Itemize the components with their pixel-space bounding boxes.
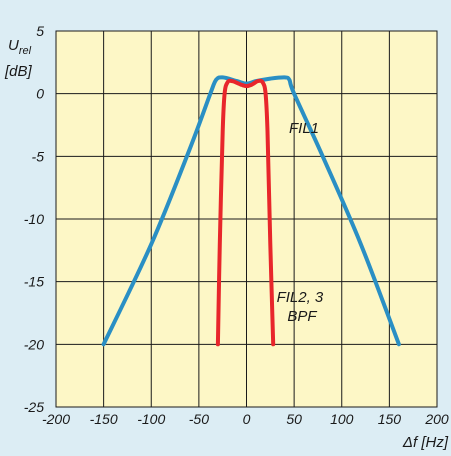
x-axis-label: Δf [Hz] xyxy=(402,434,449,451)
series-line-fil2-3-bpf xyxy=(215,78,276,347)
x-tick-label: 100 xyxy=(330,411,354,427)
x-tick-label: 200 xyxy=(424,411,449,427)
y-axis-unit: [dB] xyxy=(4,63,33,80)
series-line-fil1 xyxy=(101,75,401,347)
y-axis-label: Urel xyxy=(8,37,32,57)
y-tick-label: 0 xyxy=(36,86,44,102)
x-tick-label: 150 xyxy=(378,411,402,427)
grid xyxy=(55,30,438,408)
x-tick-label: -150 xyxy=(90,411,118,427)
y-tick-label: 5 xyxy=(36,23,44,39)
y-tick-label: -15 xyxy=(24,274,44,290)
y-tick-label: -20 xyxy=(24,336,44,352)
x-tick-label: 0 xyxy=(243,411,251,427)
y-tick-label: -5 xyxy=(32,148,45,164)
tick-labels: -200 -150 -100 -50 0 50 100 150 20050-5-10-15-20… xyxy=(24,23,449,427)
series-layer xyxy=(101,75,401,347)
y-tick-label: -25 xyxy=(24,399,44,415)
y-tick-label: -10 xyxy=(24,211,44,227)
x-tick-label: -100 xyxy=(137,411,165,427)
series-label-fil1: FIL1 xyxy=(289,120,319,137)
x-tick-label: -50 xyxy=(189,411,209,427)
series-label-fil2-3-bpf: FIL2, 3 BPF xyxy=(277,289,328,325)
x-tick-label: -200 xyxy=(42,411,70,427)
x-tick-label: 50 xyxy=(286,411,302,427)
